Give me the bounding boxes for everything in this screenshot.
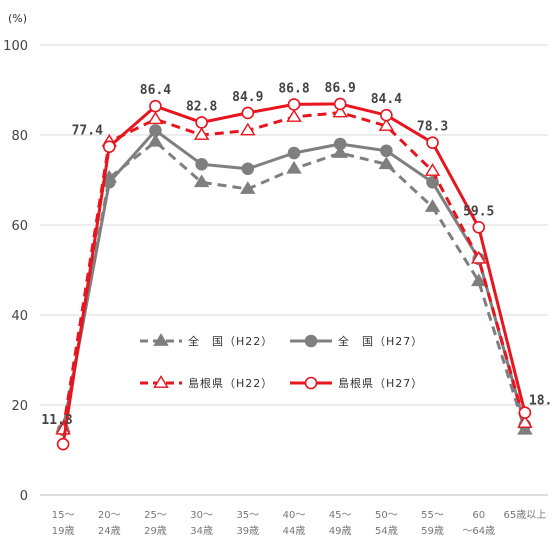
legend-marker [304,376,318,390]
data-point [193,127,210,140]
x-tick-label: 24歳 [98,525,121,537]
y-tick-label: 20 [11,399,28,414]
x-tick-label: 49歳 [329,525,352,537]
data-label: 11.3 [41,413,72,428]
legend-item-3: 島根県（H22） [140,375,273,390]
data-labels: 11.3 77.4 86.4 82.8 84.9 86.8 86.9 84.4 78.3 59.5… [41,81,552,428]
y-tick-label: 0 [20,489,28,504]
data-point [240,181,256,194]
data-label: 78.3 [417,120,448,135]
data-label: 82.8 [186,99,217,114]
data-point [380,144,393,158]
data-point [426,175,439,189]
legend-item-4: 島根県（H27） [290,376,423,390]
y-unit-label: (%) [8,12,27,25]
data-point [147,111,164,125]
data-point [332,145,348,158]
data-point [517,415,533,428]
x-tick-label: 35～ [236,510,259,521]
legend-marker [304,334,318,348]
y-tick-label: 40 [11,309,28,324]
data-point [56,437,70,451]
x-tick-label: 45～ [329,510,352,521]
data-point [149,124,162,137]
data-point [287,146,301,160]
data-point [472,220,486,234]
legend-item-2: 全 国（H27） [290,334,423,348]
data-point [333,97,347,111]
data-label: 18.3 [529,394,552,409]
data-label: 84.9 [232,90,263,105]
x-tick-label: 39歳 [236,525,259,537]
x-tick-label: 19歳 [52,525,75,537]
data-label: 84.4 [371,92,402,107]
legend-item-1: 全 国（H22） [140,333,273,348]
data-label: 86.4 [140,83,171,98]
data-point [333,137,347,151]
x-tick-label: 25～ [144,510,167,521]
x-tick-label: 20～ [98,510,121,521]
data-point [286,160,302,174]
data-point [147,133,164,147]
x-tick-label: 44歳 [283,525,306,537]
data-point [102,140,116,153]
x-tick-label: 54歳 [375,525,398,537]
legend-label: 島根県（H27） [338,376,423,390]
x-tick-label: 55～ [421,510,444,521]
series-line [61,129,527,431]
data-point [193,174,210,188]
data-point [470,250,487,264]
x-tick-label: 50～ [375,510,398,521]
data-point [426,136,439,149]
x-tick-label: ～64歳 [462,525,495,537]
x-tick-label: 65歳以上 [504,509,547,521]
legend-marker [153,333,169,346]
data-point [332,104,348,118]
data-label: 86.8 [278,81,309,96]
x-tick-label: 40～ [283,510,306,521]
series-1 [55,133,533,435]
legend-label: 全 国（H27） [338,334,423,348]
x-tick-label: 30～ [190,510,213,521]
y-tick-label: 80 [11,129,28,144]
x-tick-label: 15～ [52,510,75,521]
data-point [241,162,255,176]
data-point [518,406,532,419]
data-point [240,122,256,136]
data-label: 77.4 [72,124,103,139]
data-point [287,98,301,111]
legend-label: 島根県（H22） [188,376,273,390]
data-point [195,157,208,171]
data-point [470,273,487,287]
data-point [424,199,441,212]
legend-label: 全 国（H22） [188,334,273,348]
data-point [424,163,441,176]
y-tick-label: 100 [3,39,28,54]
x-tick-label: 59歳 [421,525,444,537]
x-tick-label: 34歳 [190,525,213,537]
data-point [241,106,255,120]
data-point [378,156,395,170]
y-tick-label: 60 [11,219,28,234]
data-point [149,99,162,113]
data-label: 59.5 [463,204,494,219]
legend-marker [153,375,169,388]
data-point [286,109,302,122]
data-point [380,108,393,122]
data-label: 86.9 [325,81,356,96]
x-tick-label: 29歳 [144,525,167,537]
legend: 全 国（H22） 全 国（H27） 島根県（H22） 島根県（H27） [140,333,423,390]
x-tick-label: 60 [472,510,485,521]
data-point [378,118,395,131]
series-4 [56,97,532,451]
data-point [195,116,208,129]
axes: 0 20 40 60 80 100 (%) 15～ 19歳 20～ 24歳 25～ 29歳 30～ 34歳 3… [3,12,548,537]
series-lines [55,97,533,451]
